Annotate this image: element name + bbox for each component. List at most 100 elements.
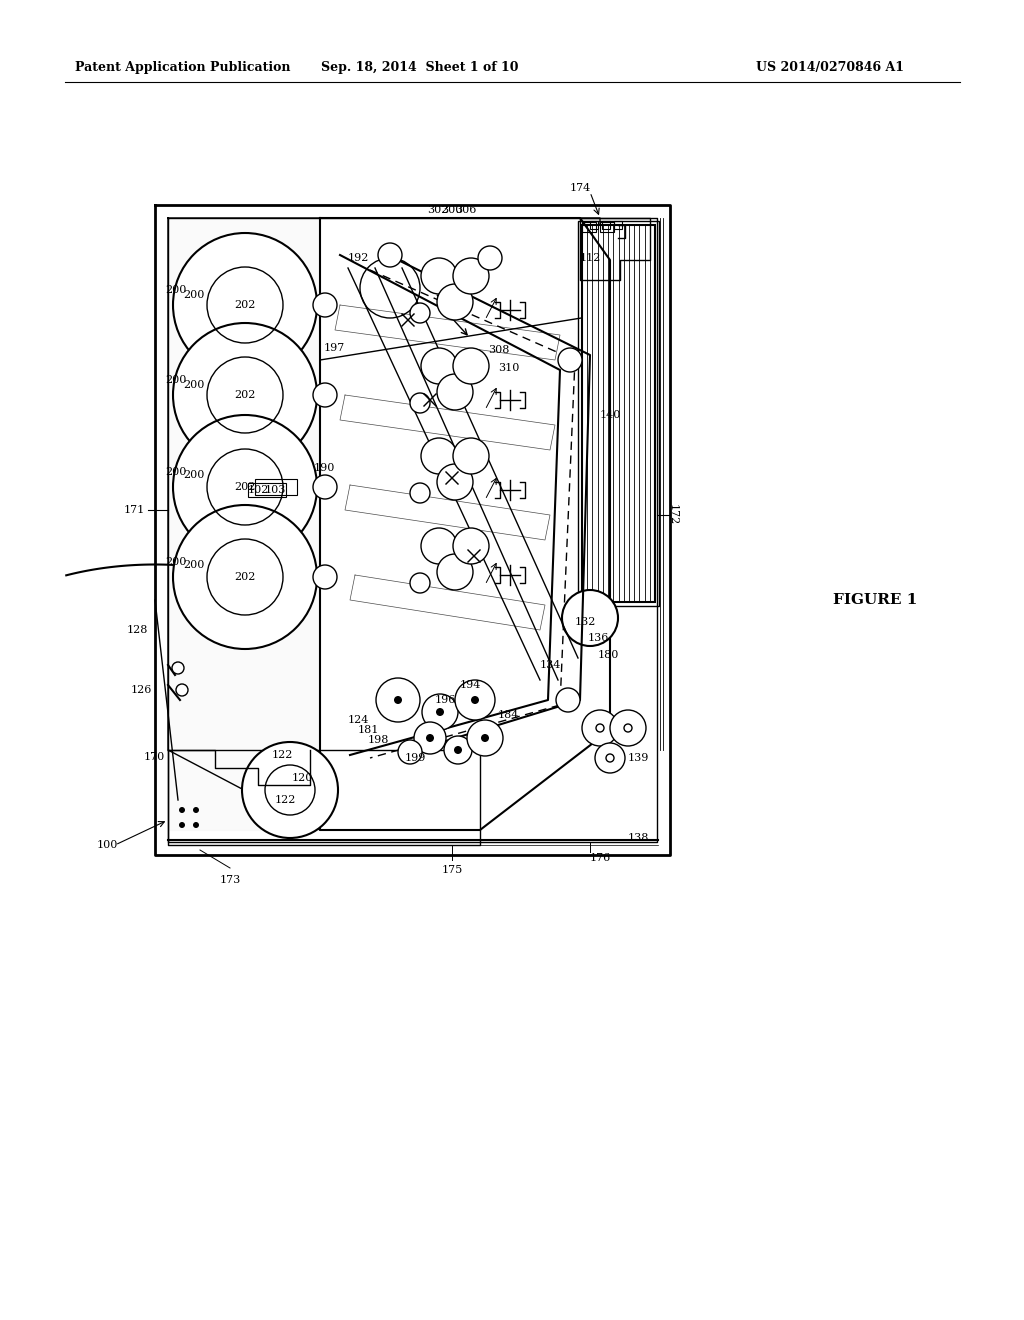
Text: 102: 102 <box>248 484 268 495</box>
Circle shape <box>410 393 430 413</box>
Circle shape <box>595 743 625 774</box>
Text: 202: 202 <box>234 389 256 400</box>
Text: 202: 202 <box>234 300 256 310</box>
Circle shape <box>437 554 473 590</box>
Circle shape <box>436 708 444 715</box>
Bar <box>614 220 622 228</box>
Circle shape <box>421 257 457 294</box>
Circle shape <box>179 807 185 813</box>
Circle shape <box>453 528 489 564</box>
Text: 100: 100 <box>97 840 119 850</box>
Text: 122: 122 <box>271 750 293 760</box>
Text: 202: 202 <box>234 572 256 582</box>
Circle shape <box>455 680 495 719</box>
Circle shape <box>242 742 338 838</box>
Text: 122: 122 <box>274 795 296 805</box>
Polygon shape <box>319 218 610 830</box>
Text: 134: 134 <box>540 660 561 671</box>
Text: 128: 128 <box>127 624 148 635</box>
Circle shape <box>453 348 489 384</box>
Circle shape <box>454 746 462 754</box>
Text: 192: 192 <box>347 253 369 263</box>
Circle shape <box>173 323 317 467</box>
Circle shape <box>313 565 337 589</box>
Text: 173: 173 <box>219 875 241 884</box>
Circle shape <box>421 348 457 384</box>
Text: 197: 197 <box>324 343 345 352</box>
Text: 308: 308 <box>488 345 509 355</box>
Text: 120: 120 <box>291 774 312 783</box>
Text: US 2014/0270846 A1: US 2014/0270846 A1 <box>756 62 904 74</box>
Text: 132: 132 <box>575 616 596 627</box>
Text: 139: 139 <box>628 752 649 763</box>
Circle shape <box>193 807 199 813</box>
Text: 112: 112 <box>580 253 601 263</box>
Circle shape <box>562 590 618 645</box>
Text: 202: 202 <box>234 482 256 492</box>
Bar <box>600 222 614 232</box>
Text: 194: 194 <box>460 680 481 690</box>
Circle shape <box>360 257 420 318</box>
Text: 170: 170 <box>143 752 165 762</box>
Circle shape <box>398 741 422 764</box>
Circle shape <box>453 257 489 294</box>
Bar <box>578 220 659 606</box>
Circle shape <box>444 737 472 764</box>
Text: 140: 140 <box>600 411 622 420</box>
Circle shape <box>471 696 479 704</box>
Circle shape <box>481 734 489 742</box>
Bar <box>582 222 596 232</box>
Circle shape <box>173 414 317 558</box>
Text: Patent Application Publication: Patent Application Publication <box>75 62 291 74</box>
Circle shape <box>467 719 503 756</box>
Circle shape <box>410 304 430 323</box>
Bar <box>590 220 598 228</box>
Text: 174: 174 <box>569 183 591 193</box>
Text: FIGURE 1: FIGURE 1 <box>833 593 918 607</box>
Text: 310: 310 <box>498 363 519 374</box>
Text: 126: 126 <box>131 685 152 696</box>
Circle shape <box>173 234 317 378</box>
Circle shape <box>410 573 430 593</box>
Circle shape <box>410 483 430 503</box>
Circle shape <box>176 684 188 696</box>
Text: 172: 172 <box>668 504 678 525</box>
Circle shape <box>378 243 402 267</box>
Circle shape <box>313 293 337 317</box>
Text: 200: 200 <box>183 380 205 389</box>
Polygon shape <box>168 218 319 830</box>
Text: 200: 200 <box>166 285 187 294</box>
Circle shape <box>422 694 458 730</box>
Text: 302: 302 <box>427 205 449 215</box>
Text: 200: 200 <box>183 470 205 480</box>
Text: 306: 306 <box>456 205 477 215</box>
Circle shape <box>414 722 446 754</box>
Bar <box>255 479 297 495</box>
Circle shape <box>426 734 434 742</box>
Circle shape <box>582 710 618 746</box>
Circle shape <box>193 822 199 828</box>
Circle shape <box>179 822 185 828</box>
Circle shape <box>437 374 473 411</box>
Text: 184: 184 <box>498 710 519 719</box>
Text: 300: 300 <box>441 205 463 215</box>
Text: 190: 190 <box>313 463 335 473</box>
Text: 176: 176 <box>590 853 611 863</box>
Text: 199: 199 <box>404 752 426 763</box>
Circle shape <box>313 475 337 499</box>
Circle shape <box>437 284 473 319</box>
Text: 200: 200 <box>166 557 187 568</box>
Text: 196: 196 <box>435 696 457 705</box>
Text: 175: 175 <box>441 865 463 875</box>
Circle shape <box>453 438 489 474</box>
Text: 198: 198 <box>368 735 389 744</box>
Bar <box>582 224 655 602</box>
Text: Sep. 18, 2014  Sheet 1 of 10: Sep. 18, 2014 Sheet 1 of 10 <box>322 62 519 74</box>
Text: 200: 200 <box>183 560 205 570</box>
Circle shape <box>421 438 457 474</box>
Text: 171: 171 <box>124 506 145 515</box>
Bar <box>602 220 610 228</box>
Circle shape <box>478 246 502 271</box>
Circle shape <box>376 678 420 722</box>
Text: 200: 200 <box>166 375 187 385</box>
